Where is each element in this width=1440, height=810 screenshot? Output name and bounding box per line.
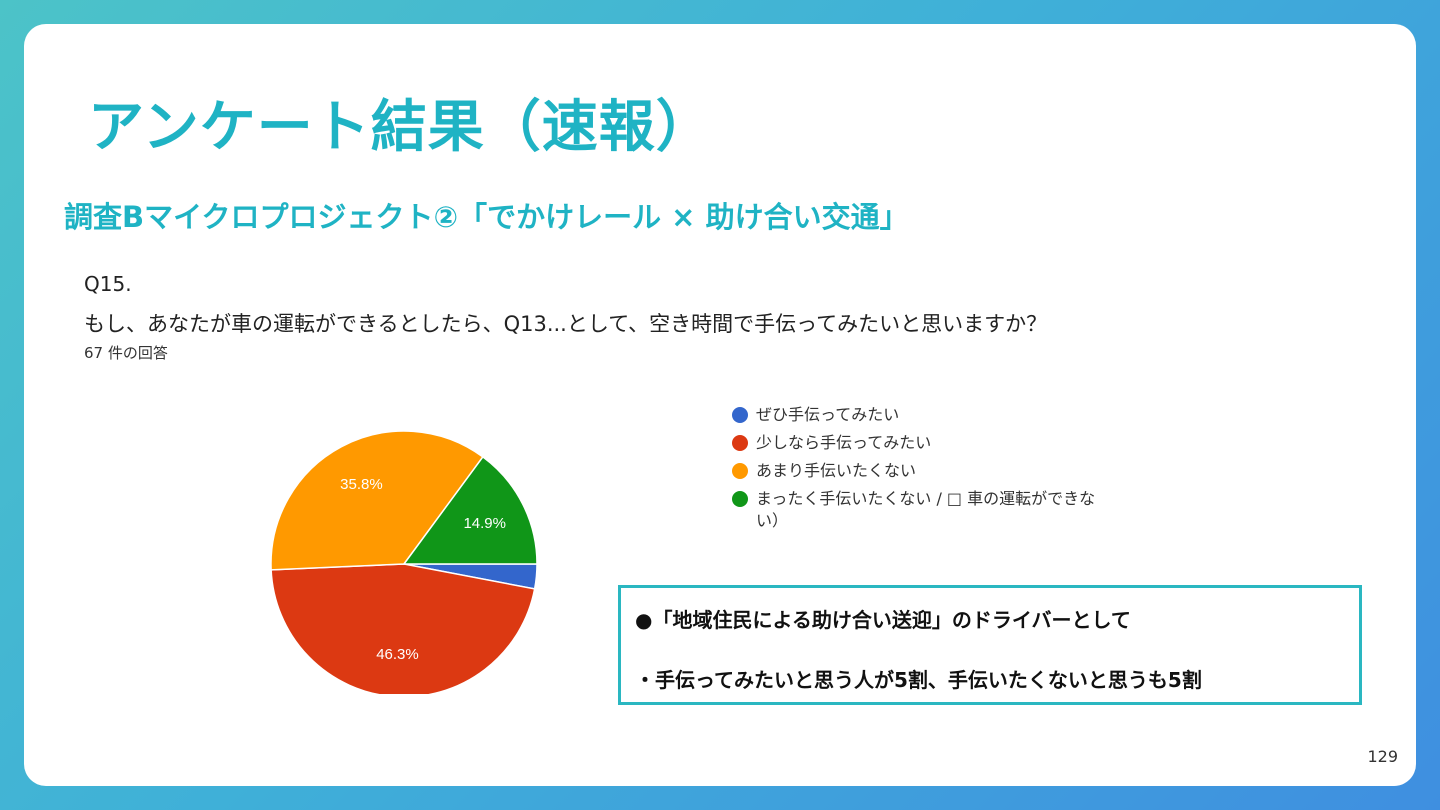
legend-item-1: 少しなら手伝ってみたい [732,432,1102,454]
legend-label-0: ぜひ手伝ってみたい [756,405,900,424]
pie-slice-2 [270,430,484,571]
callout-line-1: ●「地域住民による助け合い送迎」のドライバーとして [635,608,1131,632]
legend-item-2: あまり手伝いたくない [732,460,1102,482]
legend-item-0: ぜひ手伝ってみたい [732,404,1102,426]
legend-item-3: まったく手伝いたくない / □ 車の運転ができない） [732,488,1102,532]
slide-title: アンケート結果（速報） [88,95,713,160]
legend-swatch-1 [732,435,748,451]
pie-label-2: 35.8% [340,476,383,493]
pie-label-3: 14.9% [463,515,506,532]
legend-swatch-3 [732,491,748,507]
legend-label-3: まったく手伝いたくない / □ 車の運転ができない） [756,489,1096,530]
pie-label-1: 46.3% [376,646,419,663]
pie-slices [270,430,538,694]
chart-legend: ぜひ手伝ってみたい少しなら手伝ってみたい あまり手伝いたくないまったく手伝いたくな… [732,404,1102,538]
response-count: 67 件の回答 [84,344,168,362]
slide-card: アンケート結果（速報） 調査Bマイクロプロジェクト②「でかけレール × 助け合い… [24,24,1416,786]
summary-callout: ●「地域住民による助け合い送迎」のドライバーとして ・手伝ってみたいと思う人が5… [618,585,1362,705]
callout-line-2: ・手伝ってみたいと思う人が5割、手伝いたくないと思うも5割 [635,668,1202,692]
question-number: Q15. [84,272,132,296]
pie-slice-3 [402,455,538,565]
pie-slice-1 [270,563,536,694]
page-number: 129 [1367,747,1398,766]
pie-chart: 46.3% 35.8% 14.9% [270,430,538,694]
legend-swatch-2 [732,463,748,479]
slide-subtitle: 調査Bマイクロプロジェクト②「でかけレール × 助け合い交通」 [64,200,909,234]
legend-label-2: あまり手伝いたくない [756,461,917,480]
legend-swatch-0 [732,407,748,423]
question-text: もし、あなたが車の運転ができるとしたら、Q13...として、空き時間で手伝ってみ… [84,312,1048,336]
pie-labels: 46.3% 35.8% 14.9% [340,476,506,663]
legend-label-1: 少しなら手伝ってみたい [756,433,932,452]
